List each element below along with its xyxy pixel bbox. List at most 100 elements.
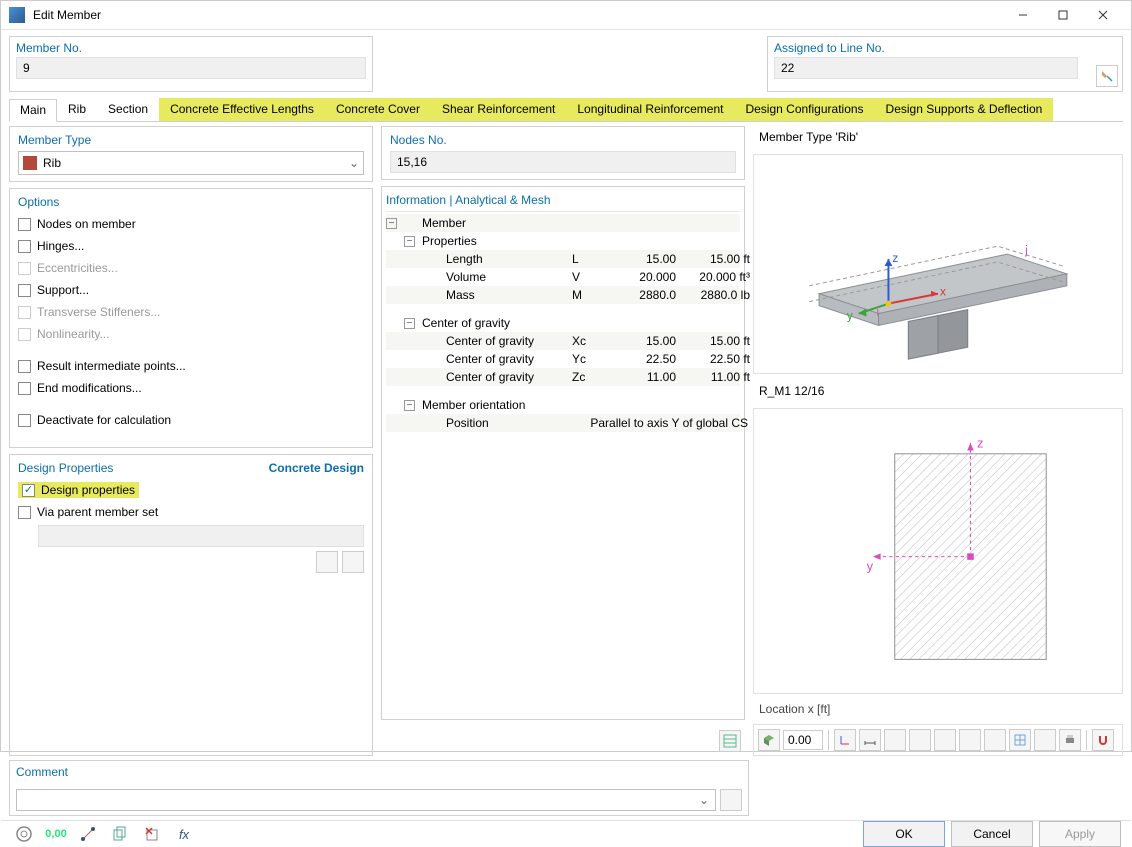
display-icon[interactable]	[1034, 729, 1056, 751]
opt-deactivate[interactable]: Deactivate for calculation	[18, 409, 364, 431]
maximize-button[interactable]	[1043, 1, 1083, 29]
options-section: Options Nodes on member Hinges... Eccent…	[9, 188, 373, 448]
member-no-label: Member No.	[16, 41, 366, 55]
opt-result-points[interactable]: Result intermediate points...	[18, 355, 364, 377]
header-row: Member No. 9 Assigned to Line No. 22	[9, 36, 1123, 92]
fx-icon[interactable]: fx	[171, 821, 197, 847]
member-type-select[interactable]: Rib ⌄	[18, 151, 364, 175]
chevron-down-icon: ⌄	[349, 156, 359, 170]
member-no-field[interactable]: 9	[16, 57, 366, 79]
toggle-icon[interactable]: −	[404, 400, 415, 411]
preview-3d-title: Member Type 'Rib'	[753, 126, 1123, 148]
svg-text:j: j	[1024, 243, 1028, 257]
opt-nonlinearity: Nonlinearity...	[18, 323, 364, 345]
member-no-group: Member No. 9	[9, 36, 373, 92]
body-columns: Member Type Rib ⌄ Options Nodes on membe…	[9, 126, 1123, 756]
units-icon[interactable]: 0,00	[43, 821, 69, 847]
window-title: Edit Member	[33, 8, 1003, 22]
info-tree: −Member −Properties LengthL15.0015.00 ft…	[386, 214, 740, 432]
location-label: Location x [ft]	[753, 700, 1123, 718]
tab-design-supports-deflection[interactable]: Design Supports & Deflection	[875, 98, 1054, 121]
opt-eccentricities: Eccentricities...	[18, 257, 364, 279]
tabs: Main Rib Section Concrete Effective Leng…	[9, 98, 1123, 122]
opt-end-modifications[interactable]: End modifications...	[18, 377, 364, 399]
tab-longitudinal-reinforcement[interactable]: Longitudinal Reinforcement	[566, 98, 734, 121]
axes-icon[interactable]	[834, 729, 856, 751]
tab-rib[interactable]: Rib	[57, 98, 97, 121]
design-properties-checkbox[interactable]	[22, 484, 35, 497]
toggle-icon[interactable]: −	[404, 318, 415, 329]
tab-concrete-effective-lengths[interactable]: Concrete Effective Lengths	[159, 98, 325, 121]
svg-text:i: i	[877, 305, 880, 319]
options-label: Options	[18, 195, 364, 209]
svg-text:y: y	[847, 308, 853, 322]
opt-hinges[interactable]: Hinges...	[18, 235, 364, 257]
col-mid: Nodes No. 15,16 Information | Analytical…	[381, 126, 745, 756]
tab-concrete-cover[interactable]: Concrete Cover	[325, 98, 431, 121]
tab-section[interactable]: Section	[97, 98, 159, 121]
info-section: Information | Analytical & Mesh −Member …	[381, 186, 745, 720]
svg-text:x: x	[940, 285, 946, 299]
copy-icon[interactable]	[107, 821, 133, 847]
svg-text:z: z	[892, 251, 898, 265]
nodes-no-field[interactable]: 15,16	[390, 151, 736, 173]
footer: 0,00 fx OK Cancel Apply	[1, 820, 1131, 847]
col-right: Member Type 'Rib' x	[753, 126, 1123, 756]
opt-nodes-on-member[interactable]: Nodes on member	[18, 213, 364, 235]
chk-design-properties[interactable]: Design properties	[18, 479, 364, 501]
tab-design-configurations[interactable]: Design Configurations	[734, 98, 874, 121]
opt-transverse: Transverse Stiffeners...	[18, 301, 364, 323]
comment-select[interactable]: ⌄	[16, 789, 716, 811]
section-icon[interactable]	[884, 729, 906, 751]
new-set-button[interactable]	[316, 551, 338, 573]
help-icon[interactable]	[11, 821, 37, 847]
preview-2d-title: R_M1 12/16	[753, 380, 1123, 402]
member-type-section: Member Type Rib ⌄	[9, 126, 373, 182]
nodes-no-label: Nodes No.	[390, 133, 736, 147]
member-type-swatch	[23, 156, 37, 170]
tool-icon-2[interactable]	[984, 729, 1006, 751]
assigned-group: Assigned to Line No. 22	[767, 36, 1123, 92]
assigned-label: Assigned to Line No.	[774, 41, 1116, 55]
concrete-design-label: Concrete Design	[269, 461, 364, 475]
apply-button[interactable]: Apply	[1039, 821, 1121, 847]
print-icon[interactable]	[1059, 729, 1081, 751]
view-3d-icon[interactable]	[758, 729, 780, 751]
svg-text:y: y	[867, 559, 874, 574]
comment-label: Comment	[16, 765, 742, 779]
preview-2d[interactable]: z y	[753, 408, 1123, 694]
ok-button[interactable]: OK	[863, 821, 945, 847]
grid-icon[interactable]	[1009, 729, 1031, 751]
member-icon[interactable]	[909, 729, 931, 751]
delete-icon[interactable]	[139, 821, 165, 847]
parent-set-field[interactable]	[38, 525, 364, 547]
tab-main[interactable]: Main	[9, 99, 57, 122]
col-left: Member Type Rib ⌄ Options Nodes on membe…	[9, 126, 373, 756]
opt-support[interactable]: Support...	[18, 279, 364, 301]
comment-edit-button[interactable]	[720, 789, 742, 811]
load-icon[interactable]	[934, 729, 956, 751]
tool-icon-1[interactable]	[959, 729, 981, 751]
nodes-no-section: Nodes No. 15,16	[381, 126, 745, 180]
chk-via-parent[interactable]: Via parent member set	[18, 501, 364, 523]
toggle-icon[interactable]: −	[386, 218, 397, 229]
cancel-button[interactable]: Cancel	[951, 821, 1033, 847]
member-nav-icon[interactable]	[75, 821, 101, 847]
preview-3d[interactable]: x y z i j	[753, 154, 1123, 374]
edit-set-button[interactable]	[342, 551, 364, 573]
location-value[interactable]: 0.00	[783, 730, 823, 750]
minimize-button[interactable]	[1003, 1, 1043, 29]
comment-section: Comment ⌄	[9, 760, 749, 816]
member-type-value: Rib	[43, 156, 61, 170]
toggle-icon[interactable]: −	[404, 236, 415, 247]
magnet-icon[interactable]	[1092, 729, 1114, 751]
pick-line-button[interactable]	[1096, 65, 1118, 87]
dimension-icon[interactable]	[859, 729, 881, 751]
table-view-icon[interactable]	[719, 730, 741, 752]
info-title: Information | Analytical & Mesh	[386, 191, 740, 212]
tab-shear-reinforcement[interactable]: Shear Reinforcement	[431, 98, 566, 121]
chevron-down-icon: ⌄	[693, 793, 715, 807]
app-icon	[9, 7, 25, 23]
close-button[interactable]	[1083, 1, 1123, 29]
assigned-field[interactable]: 22	[774, 57, 1078, 79]
